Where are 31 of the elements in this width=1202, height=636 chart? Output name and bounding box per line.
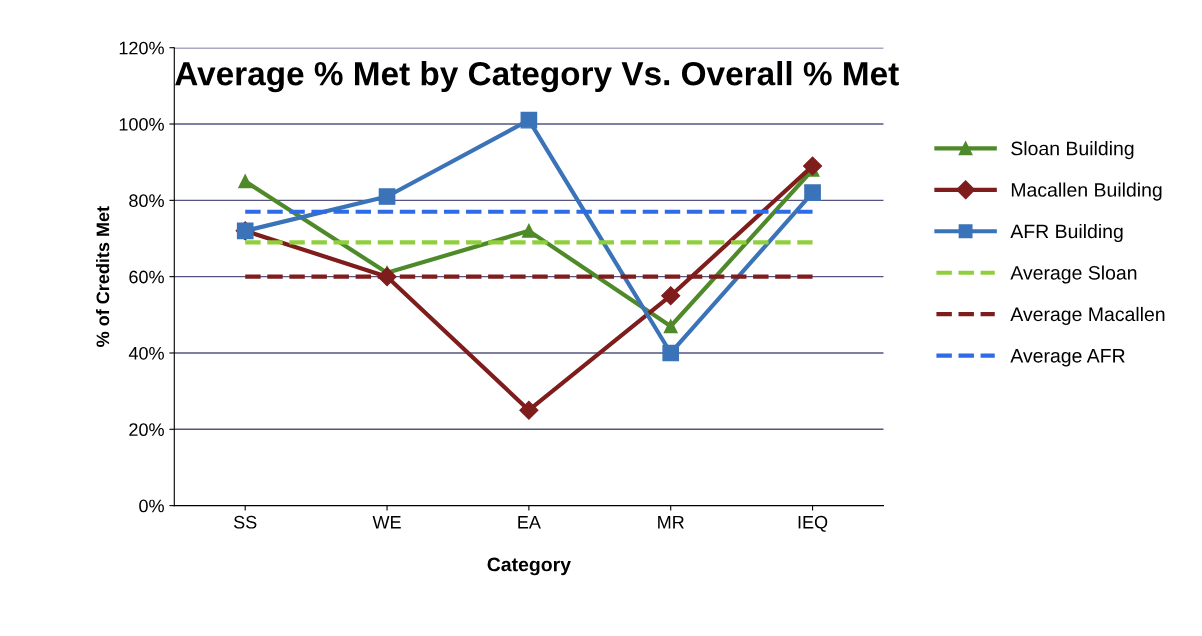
point [804, 184, 821, 202]
point [378, 188, 396, 205]
y-tick-label: 80% [129, 194, 164, 208]
legend-label: Sloan Building [1011, 141, 1134, 160]
y-tick-label: 60% [129, 270, 164, 284]
point [238, 174, 253, 189]
legend-label: AFR Building [1010, 223, 1123, 243]
x-axis-title: Category [487, 557, 571, 576]
point [520, 111, 538, 129]
point [803, 156, 823, 176]
y-tick-label: 20% [129, 423, 164, 437]
point [521, 223, 536, 238]
x-tick-label: MR [658, 516, 684, 529]
x-tick-label: SS [233, 515, 257, 529]
x-tick-label: WE [372, 516, 401, 529]
y-axis-title: % of Credits Met [96, 206, 110, 347]
point [519, 400, 539, 420]
point [663, 319, 678, 334]
y-tick-label: 100% [119, 117, 164, 131]
legend-label: Average AFR [1010, 349, 1125, 367]
point [662, 344, 680, 362]
point [661, 286, 681, 306]
legend-label: Macallen Building [1011, 182, 1162, 201]
y-tick-label: 120% [119, 41, 164, 55]
y-tick-label: 40% [128, 346, 164, 360]
y-tick-label: 0% [139, 499, 164, 513]
legend-label: Average Sloan [1010, 265, 1137, 284]
chart-title: Average % Met by Category Vs. Overall % Met [175, 61, 899, 93]
x-tick-label: EA [518, 516, 541, 529]
x-tick-label: IEQ [798, 515, 828, 532]
legend-label: Average Macallen [1010, 306, 1165, 326]
